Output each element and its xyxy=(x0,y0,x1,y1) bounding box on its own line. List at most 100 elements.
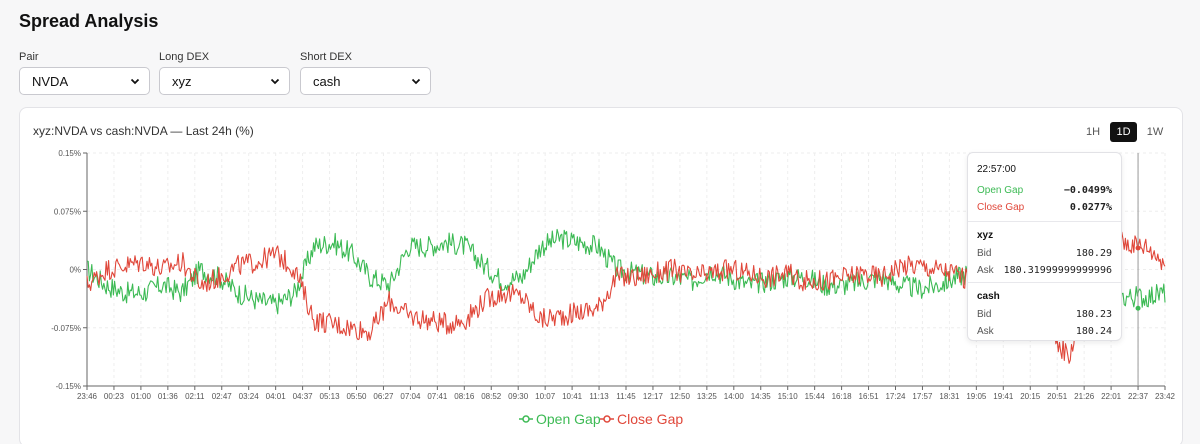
tooltip-close-gap-label: Close Gap xyxy=(977,202,1025,213)
x-tick-label: 15:10 xyxy=(778,392,799,401)
y-tick-label: 0.075% xyxy=(54,207,81,216)
x-tick-label: 12:17 xyxy=(643,392,664,401)
hover-point-close-gap xyxy=(1135,245,1141,251)
tooltip-close-gap-row: Close Gap 0.0277% xyxy=(977,202,1112,213)
tooltip-open-gap-value: −0.0499% xyxy=(1063,185,1112,196)
tooltip-xyz-title: xyz xyxy=(977,230,994,241)
x-tick-label: 05:13 xyxy=(320,392,341,401)
x-tick-label: 09:30 xyxy=(508,392,529,401)
tooltip-divider xyxy=(968,221,1121,222)
x-tick-label: 15:44 xyxy=(805,392,826,401)
x-tick-label: 06:27 xyxy=(373,392,394,401)
long-dex-select-value: xyz xyxy=(172,74,192,89)
y-tick-label: 0.15% xyxy=(58,149,81,158)
x-tick-label: 08:52 xyxy=(481,392,502,401)
x-tick-label: 19:05 xyxy=(966,392,987,401)
pair-field: Pair NVDA xyxy=(19,51,150,95)
x-tick-label: 10:07 xyxy=(535,392,556,401)
x-tick-label: 11:13 xyxy=(589,392,609,401)
tooltip-open-gap-label: Open Gap xyxy=(977,185,1024,196)
x-tick-label: 16:51 xyxy=(859,392,880,401)
hover-point-open-gap xyxy=(1135,305,1141,311)
x-tick-label: 01:36 xyxy=(158,392,179,401)
tooltip-divider xyxy=(968,282,1121,283)
tooltip-close-gap-value: 0.0277% xyxy=(1069,202,1112,213)
tooltip-cash-bid-value: 180.23 xyxy=(1075,309,1112,320)
tooltip-xyz-ask-value: 180.31999999999996 xyxy=(1003,265,1112,276)
chevron-down-icon xyxy=(270,78,280,85)
x-tick-label: 11:45 xyxy=(616,392,636,401)
x-tick-label: 07:04 xyxy=(400,392,421,401)
tooltip-xyz-ask-row: Ask 180.31999999999996 xyxy=(977,265,1112,276)
x-tick-label: 13:25 xyxy=(697,392,718,401)
y-tick-label: 0% xyxy=(69,266,81,275)
pair-label: Pair xyxy=(19,51,39,63)
x-tick-label: 04:01 xyxy=(266,392,287,401)
chevron-down-icon xyxy=(130,78,140,85)
legend-open-gap-marker-icon xyxy=(519,415,533,423)
tooltip-xyz-bid-label: Bid xyxy=(977,248,992,259)
range-1w-button[interactable]: 1W xyxy=(1146,126,1164,138)
tooltip-xyz-ask-label: Ask xyxy=(977,265,994,276)
x-tick-label: 14:00 xyxy=(724,392,745,401)
x-tick-label: 01:00 xyxy=(131,392,152,401)
tooltip-cash-ask-value: 180.24 xyxy=(1075,326,1112,337)
legend-open-gap[interactable]: Open Gap xyxy=(519,411,601,427)
long-dex-label: Long DEX xyxy=(159,51,210,63)
x-tick-label: 04:37 xyxy=(293,392,314,401)
tooltip-cash-ask-row: Ask 180.24 xyxy=(977,326,1112,337)
x-tick-label: 20:51 xyxy=(1047,392,1068,401)
x-tick-label: 02:11 xyxy=(185,392,205,401)
x-tick-label: 10:41 xyxy=(562,392,583,401)
x-tick-label: 21:26 xyxy=(1074,392,1095,401)
x-tick-label: 19:41 xyxy=(993,392,1014,401)
x-tick-label: 20:15 xyxy=(1020,392,1041,401)
chart-tooltip: 22:57:00 Open Gap −0.0499% Close Gap 0.0… xyxy=(967,152,1122,341)
x-tick-label: 08:16 xyxy=(454,392,475,401)
short-dex-field: Short DEX cash xyxy=(300,51,431,95)
tooltip-cash-title: cash xyxy=(977,291,1000,302)
short-dex-select[interactable]: cash xyxy=(300,67,431,95)
legend-open-gap-label: Open Gap xyxy=(536,411,601,427)
x-tick-label: 23:46 xyxy=(77,392,98,401)
chevron-down-icon xyxy=(411,78,421,85)
x-tick-label: 17:24 xyxy=(885,392,906,401)
x-tick-label: 14:35 xyxy=(751,392,772,401)
x-tick-label: 16:18 xyxy=(832,392,853,401)
legend-close-gap-marker-icon xyxy=(600,415,614,423)
x-tick-label: 18:31 xyxy=(939,392,960,401)
short-dex-label: Short DEX xyxy=(300,51,352,63)
x-tick-label: 12:50 xyxy=(670,392,691,401)
pair-select[interactable]: NVDA xyxy=(19,67,150,95)
y-tick-label: -0.15% xyxy=(56,382,81,391)
x-tick-label: 22:01 xyxy=(1101,392,1122,401)
pair-select-value: NVDA xyxy=(32,74,69,89)
x-tick-label: 07:41 xyxy=(427,392,448,401)
short-dex-select-value: cash xyxy=(313,74,341,89)
tooltip-open-gap-row: Open Gap −0.0499% xyxy=(977,185,1112,196)
tooltip-cash-bid-label: Bid xyxy=(977,309,992,320)
tooltip-xyz-bid-row: Bid 180.29 xyxy=(977,248,1112,259)
x-tick-label: 03:24 xyxy=(239,392,260,401)
chart-title: xyz:NVDA vs cash:NVDA — Last 24h (%) xyxy=(33,124,254,138)
x-tick-label: 02:47 xyxy=(212,392,233,401)
long-dex-select[interactable]: xyz xyxy=(159,67,290,95)
y-tick-label: -0.075% xyxy=(51,324,81,333)
tooltip-cash-ask-label: Ask xyxy=(977,326,994,337)
x-tick-label: 17:57 xyxy=(912,392,933,401)
tooltip-xyz-bid-value: 180.29 xyxy=(1075,248,1112,259)
legend-close-gap[interactable]: Close Gap xyxy=(600,411,683,427)
x-tick-label: 22:37 xyxy=(1128,392,1149,401)
legend-close-gap-label: Close Gap xyxy=(617,411,684,427)
chart-card: xyz:NVDA vs cash:NVDA — Last 24h (%) 1H … xyxy=(19,107,1183,444)
x-tick-label: 00:23 xyxy=(104,392,125,401)
range-1d-button[interactable]: 1D xyxy=(1110,122,1137,142)
tooltip-cash-bid-row: Bid 180.23 xyxy=(977,309,1112,320)
x-tick-label: 05:50 xyxy=(346,392,367,401)
tooltip-time: 22:57:00 xyxy=(977,164,1016,175)
page-title: Spread Analysis xyxy=(19,11,159,31)
long-dex-field: Long DEX xyz xyxy=(159,51,290,95)
x-tick-label: 23:42 xyxy=(1155,392,1176,401)
range-1h-button[interactable]: 1H xyxy=(1085,126,1101,138)
